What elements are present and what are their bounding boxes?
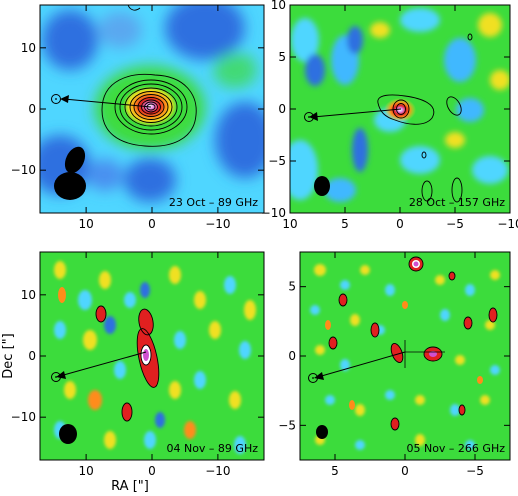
x-tick-label: 0 [396, 217, 404, 231]
position-marker-28oct [304, 112, 314, 122]
arrow-04nov [59, 351, 147, 377]
y-tick-label: −10 [261, 206, 286, 220]
y-axis-label: Dec ["] [1, 333, 16, 378]
y-tick-label: −5 [268, 154, 286, 168]
y-tick-label: 10 [271, 0, 286, 12]
x-tick-label: −5 [446, 217, 464, 231]
y-tick-label: −10 [11, 163, 36, 177]
panel-label: 28 Oct – 157 GHz [409, 196, 505, 209]
y-tick-label: 10 [21, 41, 36, 55]
x-tick-label: −10 [497, 217, 518, 231]
arrow-23oct [63, 98, 152, 108]
y-tick-label: 0 [278, 102, 286, 116]
panel-05nov-266ghz: 05 Nov – 266 GHz [299, 251, 511, 461]
panel-label: 23 Oct – 89 GHz [169, 196, 258, 209]
x-tick-label: 10 [78, 464, 93, 478]
map-04nov [40, 252, 264, 460]
x-tick-label: −10 [205, 464, 230, 478]
x-tick-label: 0 [401, 464, 409, 478]
position-marker-23oct [51, 94, 61, 104]
panel-28oct-157ghz: 28 Oct – 157 GHz [289, 4, 511, 214]
y-tick-label: 0 [28, 349, 36, 363]
x-tick-label: 10 [282, 217, 297, 231]
x-tick-label: 5 [341, 217, 349, 231]
position-marker-04nov [51, 372, 61, 382]
arrow-05nov [317, 351, 406, 378]
panel-04nov-89ghz: 04 Nov – 89 GHz [39, 251, 265, 461]
x-tick-label: 10 [78, 217, 93, 231]
x-tick-label: 5 [331, 464, 339, 478]
map-23oct [40, 5, 264, 213]
y-tick-label: 10 [21, 288, 36, 302]
y-tick-label: 0 [28, 102, 36, 116]
x-tick-label: −10 [205, 217, 230, 231]
y-tick-label: 0 [288, 349, 296, 363]
axis-ticks: 100−10100−101050−5−101050−5−10100−10100−… [11, 0, 518, 478]
position-marker-05nov [308, 373, 318, 383]
panel-label: 05 Nov – 266 GHz [406, 442, 505, 455]
panel-23oct-89ghz: 23 Oct – 89 GHz [39, 4, 265, 214]
x-tick-label: −5 [466, 464, 484, 478]
x-axis-label: RA ["] [111, 479, 149, 494]
y-tick-label: −5 [278, 418, 296, 432]
map-05nov [300, 252, 510, 460]
y-tick-label: 5 [278, 50, 286, 64]
y-tick-label: 5 [288, 280, 296, 294]
y-tick-label: −10 [11, 410, 36, 424]
x-tick-label: 0 [148, 217, 156, 231]
arrow-28oct [312, 108, 402, 118]
panel-label: 04 Nov – 89 GHz [166, 442, 258, 455]
x-tick-label: 0 [148, 464, 156, 478]
